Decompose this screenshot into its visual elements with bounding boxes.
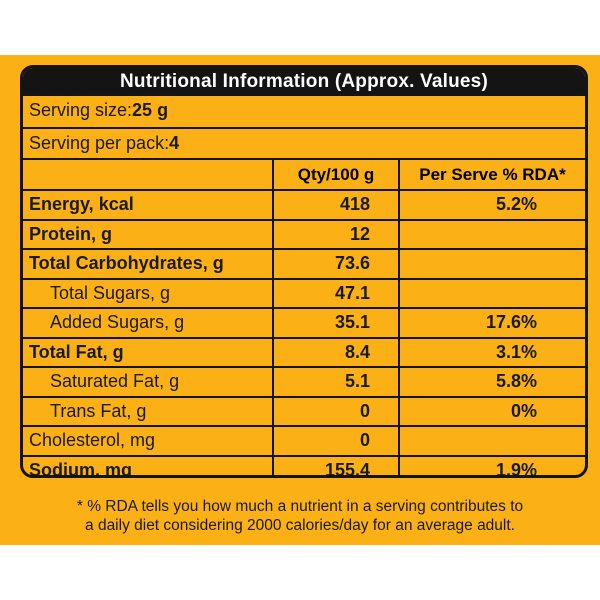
nutrient-rda bbox=[400, 280, 585, 308]
header-rda: Per Serve % RDA* bbox=[419, 165, 566, 184]
serving-size-value: 25 g bbox=[132, 100, 169, 120]
nutrient-qty: 8.4 bbox=[274, 338, 400, 366]
table-row: Total Sugars, g 47.1 bbox=[23, 277, 585, 308]
nutrient-rda: 3.1% bbox=[495, 341, 537, 362]
nutrient-qty: 0 bbox=[274, 397, 400, 425]
table-row: Saturated Fat, g 5.1 5.8% bbox=[23, 366, 585, 396]
nutrient-name: Cholesterol, mg bbox=[23, 427, 274, 455]
table-row: Total Fat, g 8.4 3.1% bbox=[23, 336, 585, 366]
table-row: Energy, kcal 418 5.2% bbox=[23, 189, 585, 219]
nutrient-qty: 12 bbox=[274, 220, 400, 248]
nutrition-label: Nutritional Information (Approx. Values)… bbox=[20, 65, 588, 478]
nutrient-qty: 47.1 bbox=[274, 279, 400, 307]
nutrient-name: Sodium, mg bbox=[23, 456, 274, 475]
nutrient-qty: 0 bbox=[274, 427, 400, 455]
table-row: Protein, g 12 bbox=[23, 218, 585, 249]
serving-size-label: Serving size: bbox=[29, 100, 133, 120]
table-row: Sodium, mg 155.4 1.9% bbox=[23, 454, 585, 478]
nutrient-rda: 17.6% bbox=[485, 312, 537, 332]
rda-footnote: * % RDA tells you how much a nutrient in… bbox=[10, 497, 590, 535]
nutrient-qty: 73.6 bbox=[274, 250, 400, 278]
serving-per-pack-label: Serving per pack: bbox=[29, 133, 170, 153]
header-nutrient bbox=[23, 160, 274, 189]
table-row: Added Sugars, g 35.1 17.6% bbox=[23, 307, 585, 337]
nutrient-rda: 5.2% bbox=[495, 194, 537, 214]
nutrient-rda: 1.9% bbox=[495, 459, 537, 478]
nutrient-name: Protein, g bbox=[23, 220, 274, 248]
table-row: Trans Fat, g 0 0% bbox=[23, 395, 585, 425]
nutrient-name: Total Sugars, g bbox=[23, 279, 274, 307]
nutrient-name: Added Sugars, g bbox=[23, 309, 274, 337]
footnote-line-2: a daily diet considering 2000 calories/d… bbox=[85, 517, 515, 534]
nutrient-qty: 35.1 bbox=[274, 309, 400, 337]
nutrient-qty: 418 bbox=[274, 191, 400, 219]
nutrient-rda bbox=[400, 250, 585, 278]
nutrient-rda bbox=[400, 427, 585, 455]
table-row: Cholesterol, mg 0 bbox=[23, 425, 585, 455]
footnote-line-1: * % RDA tells you how much a nutrient in… bbox=[76, 498, 524, 515]
nutrient-name: Energy, kcal bbox=[23, 191, 274, 219]
nutrient-rda bbox=[400, 221, 585, 249]
serving-size-row: Serving size: 25 g bbox=[23, 96, 585, 127]
table-row: Total Carbohydrates, g 73.6 bbox=[23, 248, 585, 278]
header-qty: Qty/100 g bbox=[274, 160, 400, 189]
nutrient-qty: 5.1 bbox=[274, 368, 400, 396]
serving-per-pack-value: 4 bbox=[169, 133, 180, 153]
nutrient-name: Trans Fat, g bbox=[23, 397, 274, 425]
nutrient-name: Saturated Fat, g bbox=[23, 368, 274, 396]
nutrient-qty: 155.4 bbox=[274, 456, 400, 475]
label-title: Nutritional Information (Approx. Values) bbox=[23, 68, 585, 96]
nutrient-name: Total Fat, g bbox=[23, 338, 274, 366]
table-header: Qty/100 g Per Serve % RDA* bbox=[23, 158, 585, 189]
nutrient-name: Total Carbohydrates, g bbox=[23, 250, 274, 278]
nutrient-rda: 5.8% bbox=[495, 371, 537, 391]
nutrient-rda: 0% bbox=[510, 400, 537, 421]
serving-per-pack-row: Serving per pack: 4 bbox=[23, 127, 585, 158]
